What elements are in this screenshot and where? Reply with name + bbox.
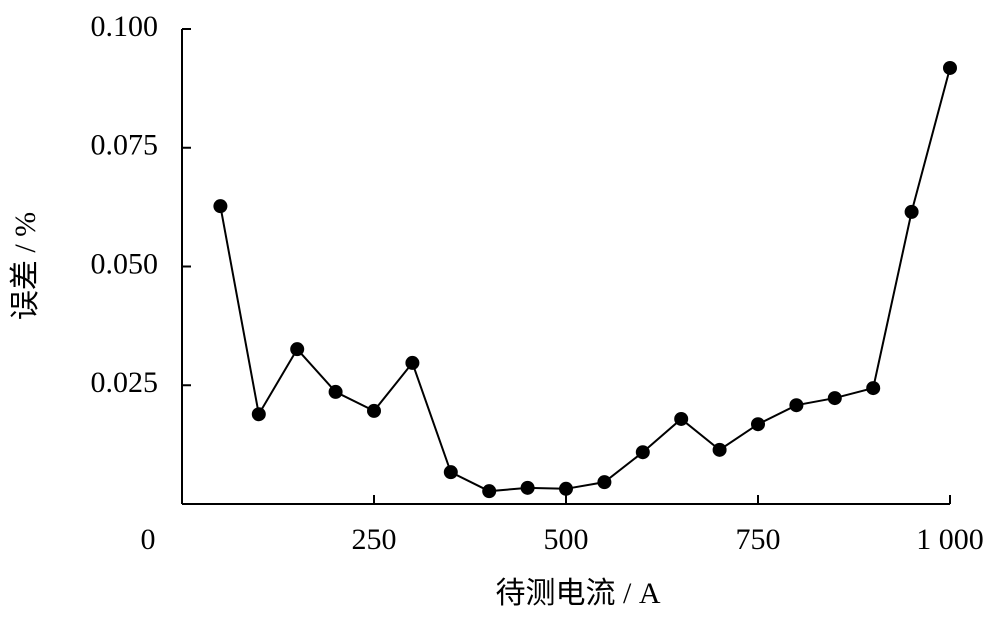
data-point (635, 445, 650, 460)
y-tick-label: 0.075 (91, 129, 159, 162)
data-point (751, 417, 765, 432)
data-point (290, 342, 305, 357)
y-tick-label: 0.100 (91, 10, 159, 43)
data-point (712, 442, 727, 457)
x-axis-label: 待测电流 / A (496, 577, 661, 610)
x-tick-label: 0 (141, 523, 156, 556)
data-line (219, 67, 951, 493)
x-tick-label: 750 (736, 523, 781, 556)
y-tick-label: 0.050 (91, 247, 159, 280)
data-point (904, 204, 919, 219)
data-point (251, 407, 266, 422)
data-point (482, 484, 497, 499)
data-point (520, 480, 535, 495)
data-point (213, 199, 228, 214)
data-point (328, 384, 343, 399)
data-point (674, 411, 689, 426)
data-point (943, 60, 957, 75)
data-point (827, 391, 842, 406)
x-tick-label: 1 000 (916, 523, 984, 556)
data-point (559, 481, 573, 496)
x-tick-label: 500 (544, 523, 589, 556)
data-point (443, 465, 458, 480)
data-point (597, 475, 612, 490)
y-tick-label: 0.025 (91, 366, 159, 399)
x-tick-label: 250 (352, 523, 397, 556)
data-point (405, 355, 420, 370)
data-point (866, 381, 881, 396)
data-point (367, 403, 381, 418)
y-axis-label: 误差 / % (9, 212, 42, 320)
data-point (789, 398, 804, 413)
